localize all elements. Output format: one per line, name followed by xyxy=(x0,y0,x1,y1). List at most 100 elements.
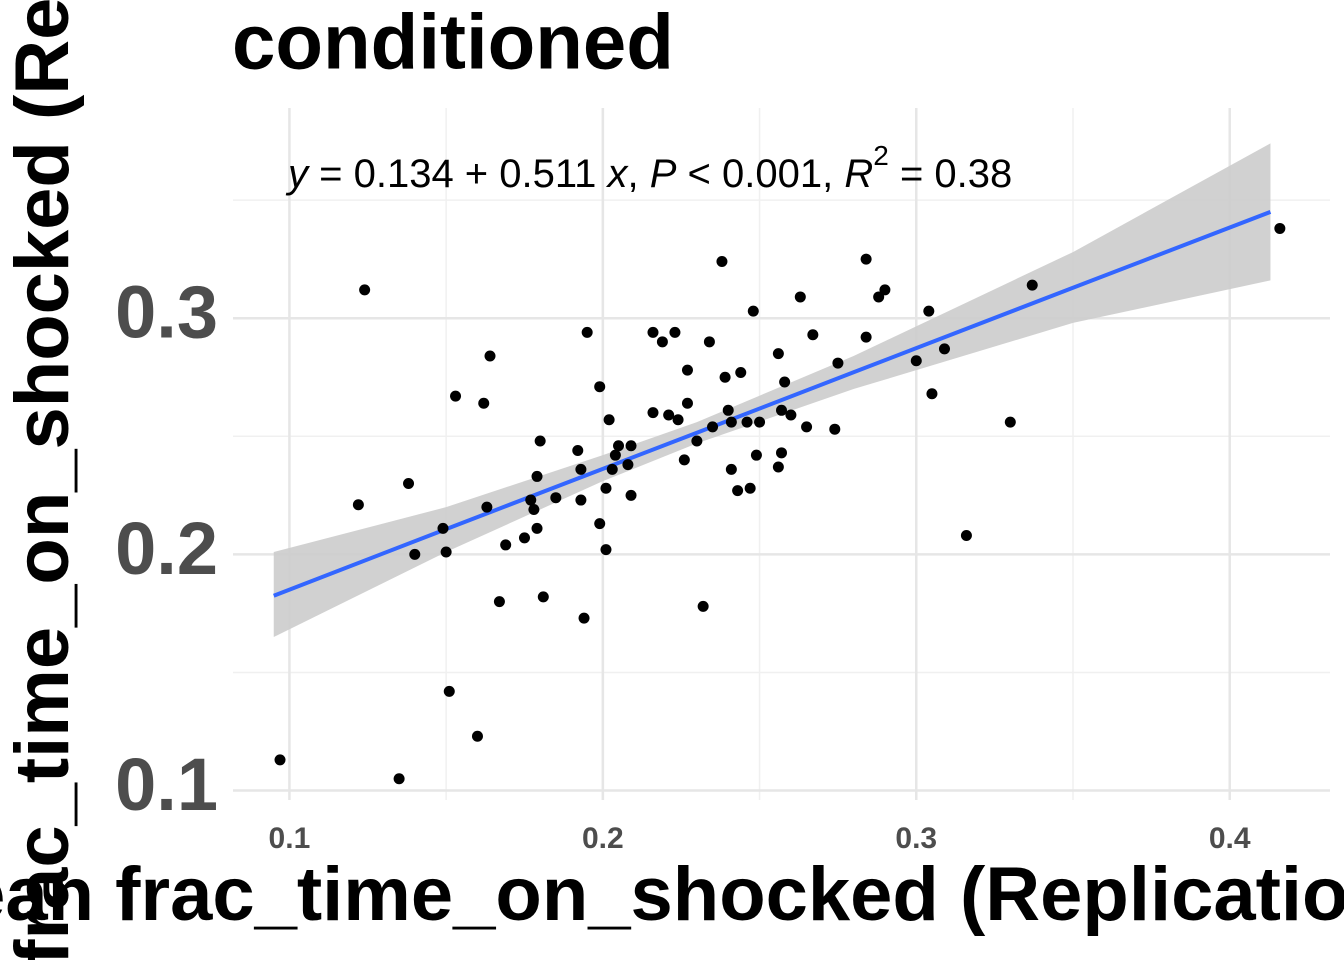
point xyxy=(647,326,659,338)
point xyxy=(691,435,703,447)
point xyxy=(594,518,606,530)
y-tick-label: 0.2 xyxy=(115,507,218,590)
point xyxy=(656,336,668,348)
point xyxy=(581,326,593,338)
plot-area xyxy=(233,108,1330,800)
point xyxy=(776,447,787,459)
point xyxy=(703,336,715,348)
point xyxy=(801,421,813,433)
point xyxy=(478,397,490,409)
point xyxy=(779,376,791,388)
point xyxy=(807,329,819,341)
point xyxy=(600,482,612,494)
y-tick-label: 0.3 xyxy=(115,271,218,354)
x-axis-title: Mean frac_time_on_shocked (Replication) xyxy=(0,852,1344,937)
annotation-part: P xyxy=(650,152,677,196)
point xyxy=(794,291,806,303)
y-axis-title: Mean frac_time_on_shocked (Replication) xyxy=(0,0,85,960)
point xyxy=(960,529,972,541)
annotation-part: x xyxy=(606,152,630,196)
point xyxy=(785,409,797,421)
point xyxy=(572,444,584,456)
confidence-band xyxy=(273,143,1271,638)
point xyxy=(716,256,728,268)
point xyxy=(697,600,709,612)
point xyxy=(681,397,693,409)
point xyxy=(923,305,935,317)
point xyxy=(575,494,587,506)
point xyxy=(732,485,744,497)
point xyxy=(518,532,530,544)
point xyxy=(409,548,421,560)
point xyxy=(525,494,537,506)
point xyxy=(744,482,756,494)
point xyxy=(471,730,483,742)
point xyxy=(531,470,543,482)
point xyxy=(735,367,747,379)
annotation-part: = 0.38 xyxy=(889,152,1012,196)
point xyxy=(860,331,872,343)
point xyxy=(450,390,462,402)
point xyxy=(910,355,922,367)
regression-line xyxy=(273,210,1272,598)
point xyxy=(393,773,405,785)
point xyxy=(575,463,587,475)
point xyxy=(681,364,693,376)
point xyxy=(678,454,690,466)
point xyxy=(437,522,449,534)
x-tick-label: 0.1 xyxy=(269,822,311,855)
annotation-part: < 0.001, xyxy=(676,152,844,196)
point xyxy=(669,326,681,338)
point xyxy=(609,449,621,461)
annotation-part: R xyxy=(844,152,873,196)
point xyxy=(707,421,719,433)
point xyxy=(603,414,615,426)
annotation-part: 2 xyxy=(873,140,889,171)
point xyxy=(625,489,637,501)
point xyxy=(481,501,493,513)
point xyxy=(403,478,415,490)
point xyxy=(747,305,759,317)
point xyxy=(725,463,737,475)
point xyxy=(860,253,872,265)
y-tick-label: 0.1 xyxy=(115,743,218,826)
point xyxy=(578,612,590,624)
point xyxy=(725,416,737,428)
point xyxy=(1004,416,1016,428)
x-tick-label: 0.4 xyxy=(1209,822,1251,855)
point xyxy=(938,343,950,355)
annotation-part: , xyxy=(628,152,650,196)
point xyxy=(926,388,938,400)
point xyxy=(606,463,618,475)
point xyxy=(550,492,562,504)
point xyxy=(500,539,512,551)
point xyxy=(1026,279,1038,291)
x-tick-label: 0.2 xyxy=(582,822,624,855)
x-tick-label: 0.3 xyxy=(895,822,937,855)
point xyxy=(531,522,543,534)
point xyxy=(359,284,371,296)
point xyxy=(829,423,841,435)
chart-title: conditioned xyxy=(232,0,674,86)
point xyxy=(719,371,731,383)
point xyxy=(484,350,496,362)
point xyxy=(493,596,505,608)
point xyxy=(776,404,787,416)
point xyxy=(594,381,606,393)
point xyxy=(274,754,286,766)
point xyxy=(622,459,634,471)
point xyxy=(772,461,784,473)
point xyxy=(443,685,455,697)
point xyxy=(625,440,637,452)
point xyxy=(772,348,784,360)
point xyxy=(754,416,766,428)
annotation-part: = 0.134 + 0.511 xyxy=(308,152,608,196)
point xyxy=(879,284,891,296)
point xyxy=(440,546,452,558)
point xyxy=(832,357,844,369)
point xyxy=(750,449,762,461)
point xyxy=(352,499,364,511)
point xyxy=(534,435,546,447)
point xyxy=(672,414,684,426)
